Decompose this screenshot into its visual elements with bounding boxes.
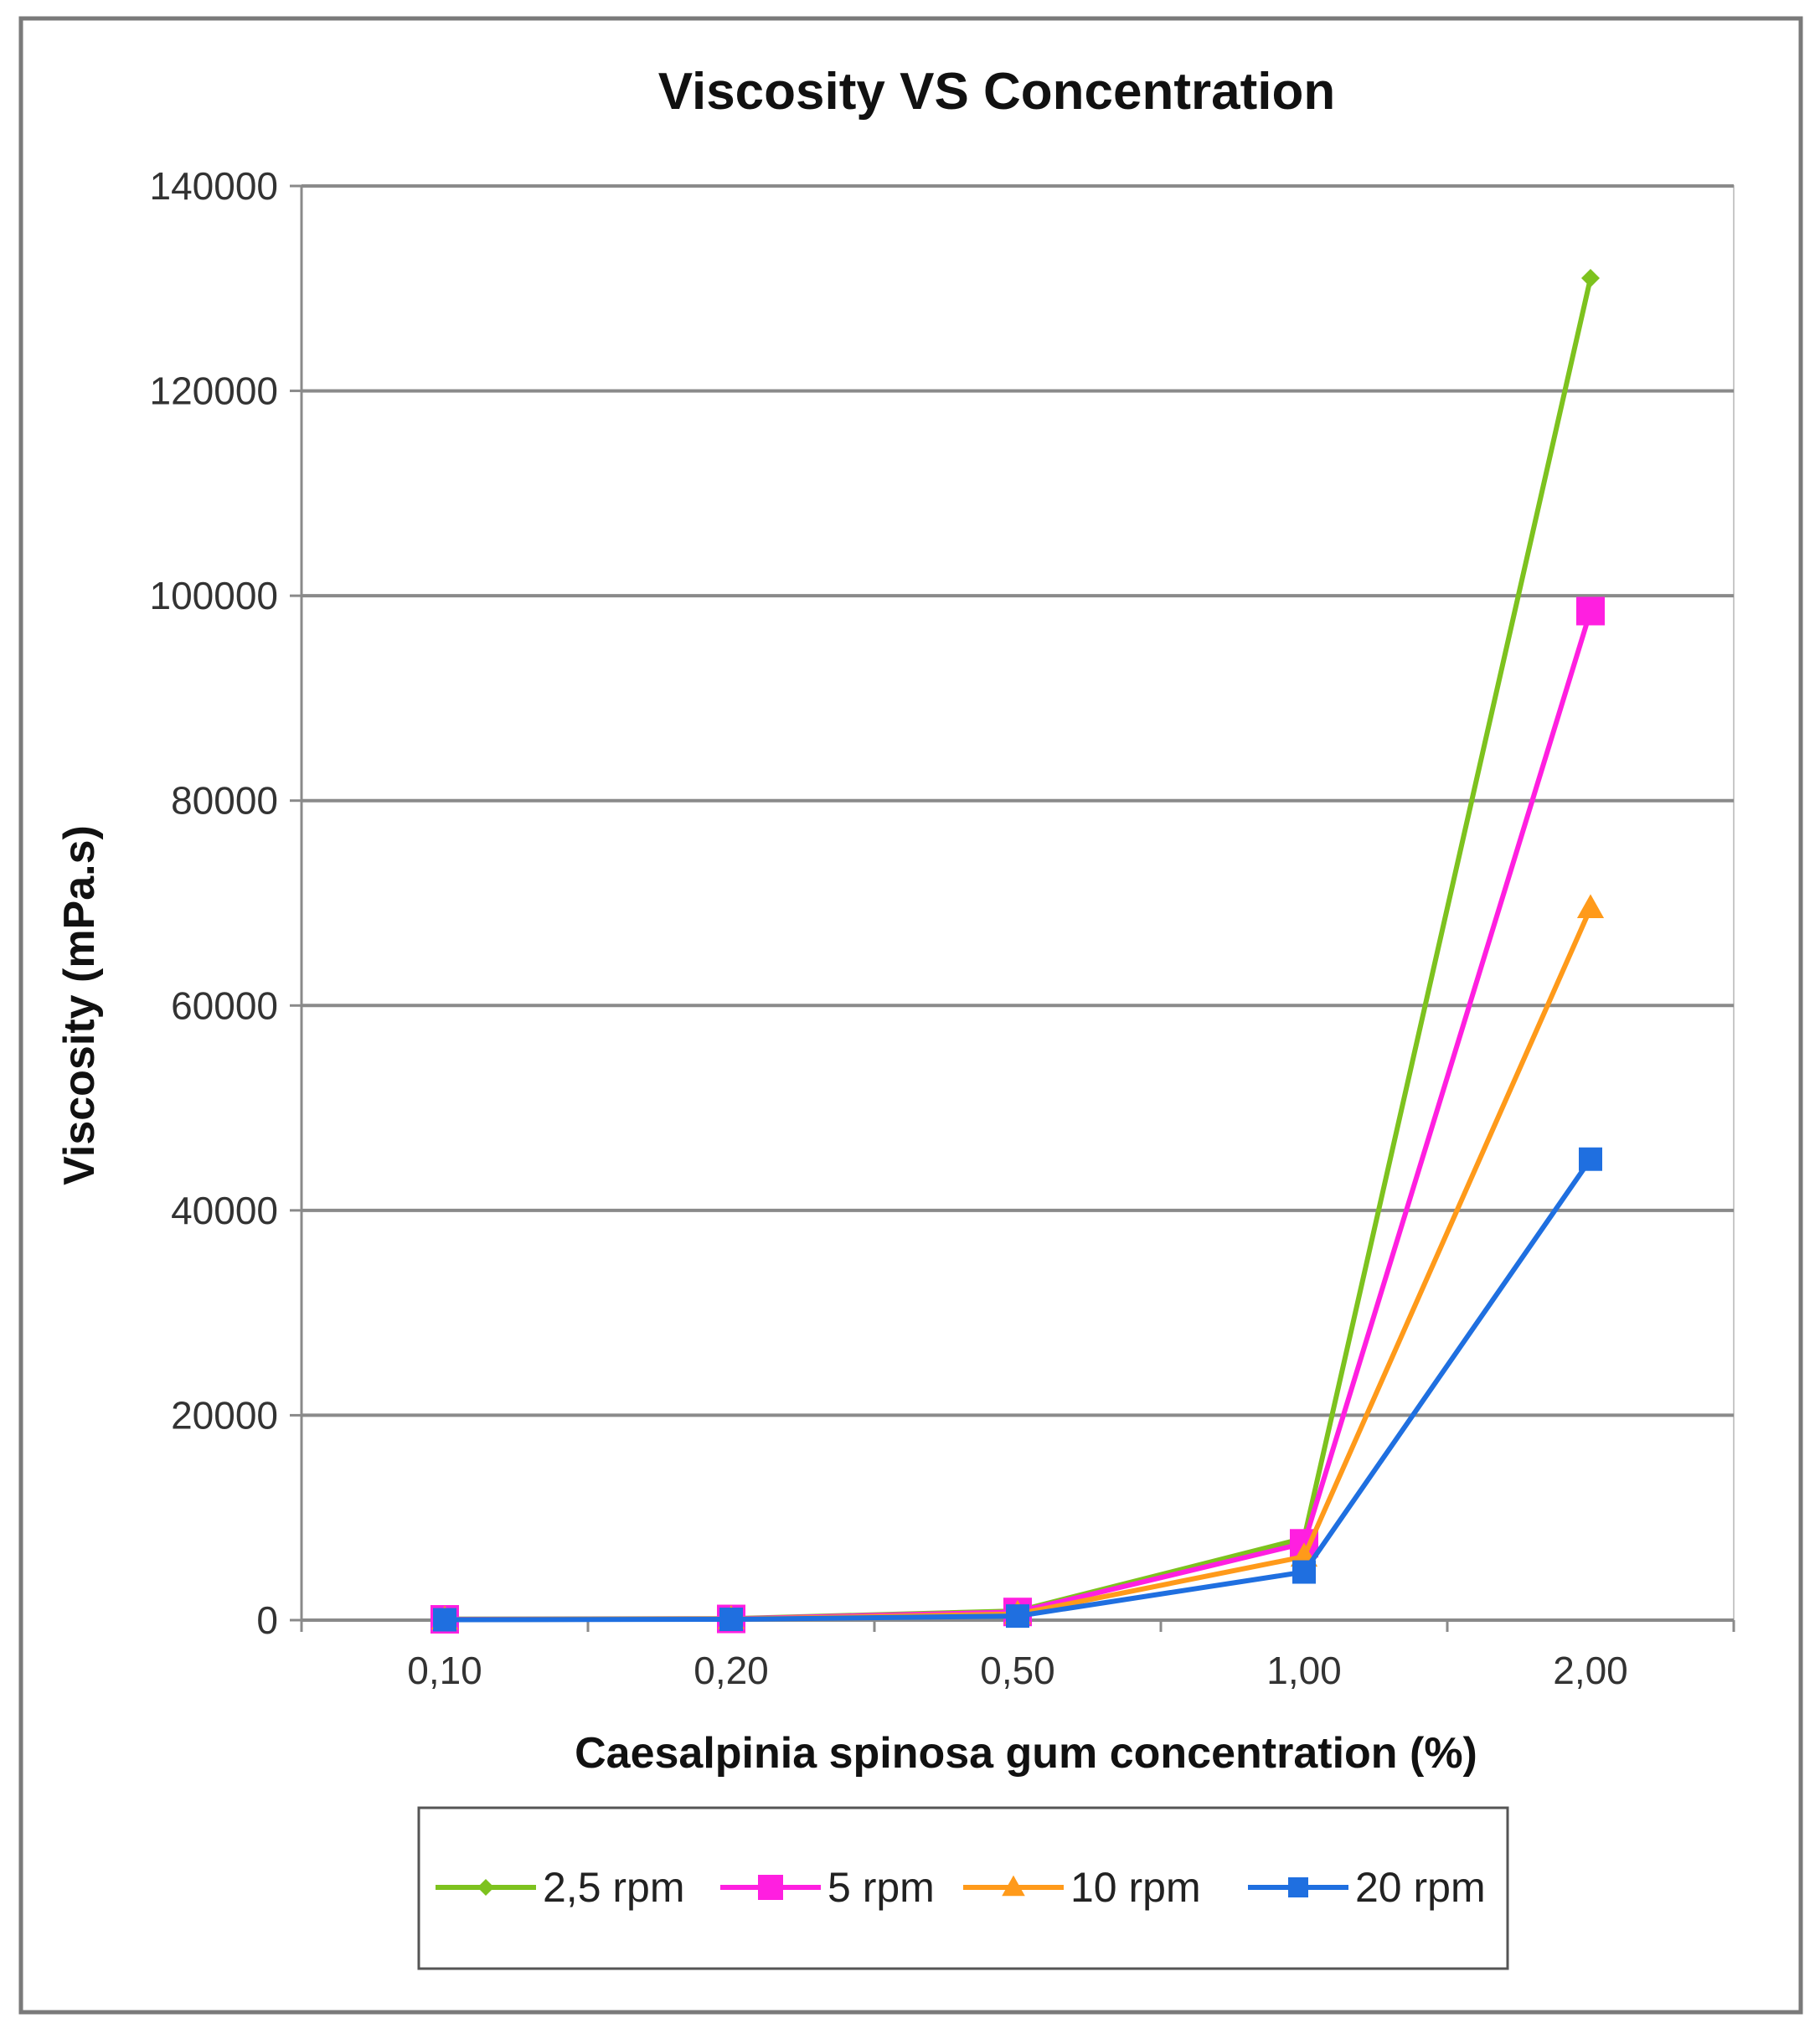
x-tick-labels: 0,10 0,20 0,50 1,00 2,00 bbox=[407, 1649, 1628, 1692]
y-tick-label: 100000 bbox=[150, 574, 279, 617]
legend-label: 2,5 rpm bbox=[543, 1864, 685, 1911]
x-tick-label: 0,10 bbox=[407, 1649, 482, 1692]
data-point bbox=[719, 1608, 743, 1632]
y-tick-label: 20000 bbox=[171, 1393, 278, 1437]
y-tick-label: 140000 bbox=[150, 164, 279, 208]
y-tick-label: 60000 bbox=[171, 983, 278, 1027]
legend: 2,5 rpm 5 rpm 10 rpm 20 rpm bbox=[436, 1864, 1486, 1911]
legend-marker bbox=[1288, 1877, 1308, 1897]
legend-item: 20 rpm bbox=[1248, 1864, 1486, 1911]
series-lines bbox=[431, 269, 1605, 1634]
y-axis-title: Viscosity (mPa.s) bbox=[55, 825, 104, 1185]
data-point bbox=[1579, 1147, 1602, 1171]
y-tick-label: 40000 bbox=[171, 1189, 278, 1232]
x-tick-label: 0,50 bbox=[980, 1649, 1055, 1692]
y-tick-labels: 0 20000 40000 60000 80000 100000 120000 140000 bbox=[150, 164, 279, 1642]
data-point bbox=[1576, 894, 1605, 919]
legend-item: 2,5 rpm bbox=[436, 1864, 685, 1911]
legend-marker bbox=[758, 1875, 783, 1900]
x-tick-label: 1,00 bbox=[1266, 1649, 1342, 1692]
data-point bbox=[433, 1608, 456, 1632]
x-tick-label: 2,00 bbox=[1553, 1649, 1628, 1692]
legend-label: 20 rpm bbox=[1355, 1864, 1486, 1911]
series-20-rpm bbox=[433, 1147, 1602, 1632]
legend-marker bbox=[477, 1879, 494, 1896]
y-tick-label: 120000 bbox=[150, 369, 279, 413]
data-point bbox=[1006, 1604, 1029, 1629]
y-tick-label: 80000 bbox=[171, 779, 278, 823]
legend-item: 10 rpm bbox=[963, 1864, 1201, 1911]
y-tick-label: 0 bbox=[256, 1598, 278, 1642]
legend-label: 5 rpm bbox=[828, 1864, 935, 1911]
legend-item: 5 rpm bbox=[720, 1864, 935, 1911]
data-point bbox=[1292, 1560, 1316, 1584]
data-point bbox=[1581, 269, 1600, 288]
legend-marker bbox=[1002, 1875, 1025, 1897]
data-point bbox=[1576, 596, 1605, 626]
plot-area bbox=[301, 185, 1735, 1621]
chart-title: Viscosity VS Concentration bbox=[658, 63, 1336, 121]
gridlines bbox=[302, 184, 1734, 1417]
x-axis-title: Caesalpinia spinosa gum concentration (%… bbox=[575, 1729, 1477, 1778]
x-tick-label: 0,20 bbox=[693, 1649, 769, 1692]
legend-label: 10 rpm bbox=[1070, 1864, 1201, 1911]
